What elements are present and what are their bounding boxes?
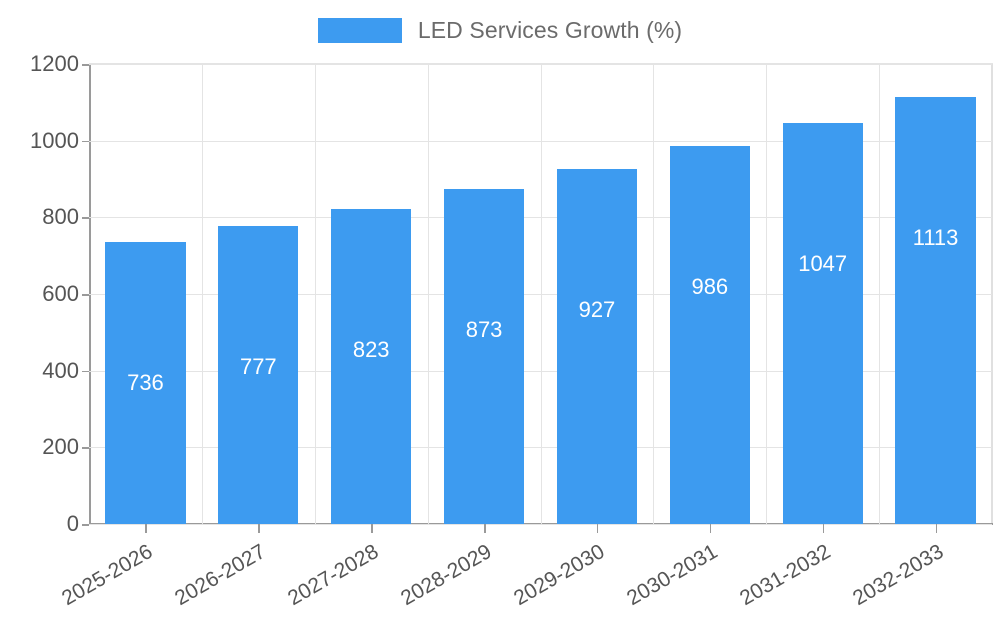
bar-value-label: 1113 xyxy=(912,225,959,251)
x-axis-tick-label: 2031-2032 xyxy=(735,540,835,611)
gridline-vertical xyxy=(653,64,654,524)
y-axis-tick-mark xyxy=(82,447,89,449)
bar-value-label: 736 xyxy=(127,369,164,395)
x-axis-tick-label: 2026-2027 xyxy=(171,540,270,611)
x-axis-tick-label: 2028-2029 xyxy=(397,540,496,611)
bar[interactable] xyxy=(556,168,637,524)
chart-legend: LED Services Growth (%) xyxy=(0,12,1000,48)
y-axis-tick-mark xyxy=(82,140,89,143)
gridline-vertical xyxy=(315,64,316,524)
gridline-vertical xyxy=(879,64,880,524)
x-axis-tick-mark xyxy=(709,524,712,533)
y-axis-tick-label: 400 xyxy=(42,357,79,383)
x-axis-tick-mark xyxy=(822,524,825,533)
y-axis-tick-label: 800 xyxy=(42,204,79,230)
x-axis-tick-mark xyxy=(371,524,373,533)
bar-value-label: 927 xyxy=(578,296,616,322)
legend-color-swatch xyxy=(317,17,402,43)
plot-top-border xyxy=(89,63,993,64)
bar[interactable] xyxy=(443,189,525,524)
bar[interactable] xyxy=(669,146,750,524)
bar[interactable] xyxy=(218,226,299,524)
bar[interactable] xyxy=(895,97,976,524)
gridline-vertical xyxy=(541,64,542,524)
bar-value-label: 777 xyxy=(239,354,277,380)
gridline-horizontal xyxy=(89,370,992,372)
gridline-vertical xyxy=(202,64,203,524)
bar-value-label: 986 xyxy=(691,274,729,300)
y-axis-tick-mark xyxy=(82,370,89,373)
gridline-horizontal xyxy=(89,217,992,219)
y-axis-tick-mark xyxy=(82,64,89,66)
gridline-horizontal xyxy=(89,64,992,65)
gridline-vertical xyxy=(428,64,429,524)
x-axis-tick-mark xyxy=(145,524,147,533)
y-axis-tick-label: 1200 xyxy=(30,51,79,76)
y-axis-tick-label: 200 xyxy=(42,434,79,460)
y-axis-tick-label: 1000 xyxy=(30,127,79,153)
bar[interactable] xyxy=(105,241,186,524)
x-axis-tick-mark xyxy=(596,524,599,533)
gridline-vertical xyxy=(766,64,767,524)
x-axis-tick-label: 2032-2033 xyxy=(848,540,948,611)
bar-value-label: 1047 xyxy=(798,250,848,276)
y-axis-tick-label: 600 xyxy=(42,281,79,306)
x-axis-tick-label: 2030-2031 xyxy=(622,540,722,611)
x-axis-tick-label: 2025-2026 xyxy=(58,540,157,611)
x-axis-tick-label: 2029-2030 xyxy=(509,540,609,611)
bar-chart: LED Services Growth (%) 0 200 400 600 800 100… xyxy=(0,12,1000,611)
y-axis-tick-mark xyxy=(82,294,89,296)
x-axis-tick-mark xyxy=(484,524,486,533)
gridline-horizontal xyxy=(89,294,992,295)
y-axis-tick-label: 0 xyxy=(66,511,79,536)
x-axis-tick-label: 2027-2028 xyxy=(284,540,383,611)
plot-area: 736 777 823 873 927 986 1047 1113 xyxy=(89,64,992,525)
x-axis-tick-mark xyxy=(935,524,938,533)
x-axis-tick-mark xyxy=(258,524,260,533)
legend-series-label: LED Services Growth (%) xyxy=(417,16,683,43)
bar[interactable] xyxy=(782,122,863,524)
gridline-horizontal xyxy=(89,140,992,142)
gridline-horizontal xyxy=(89,524,992,525)
y-axis-tick-mark xyxy=(82,524,89,526)
gridline-horizontal xyxy=(89,447,992,449)
bar-value-label: 873 xyxy=(465,317,503,343)
bar[interactable] xyxy=(331,208,412,524)
bar-value-label: 823 xyxy=(352,336,390,362)
y-axis-tick-mark xyxy=(82,217,89,219)
